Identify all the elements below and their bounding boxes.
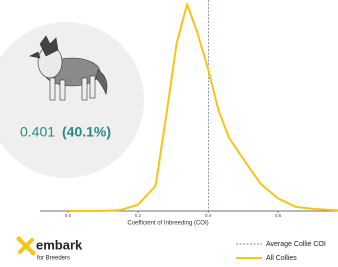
coi-percent: (40.1%) (62, 124, 111, 140)
screen: 0.401 (40.1%) Coefficient of Inbreeding … (0, 0, 338, 267)
legend-label: All Collies (266, 255, 297, 262)
brand-tagline: for Breeders (37, 256, 70, 262)
x-tick-label: 0.2 (135, 213, 142, 218)
x-tick-label: 0.4 (205, 213, 212, 218)
legend-label: Average Collie COI (266, 241, 326, 248)
x-tick-label: 0.6 (275, 213, 282, 218)
logo (17, 237, 36, 256)
avatar-circle (0, 22, 144, 178)
brand-name: embark (36, 237, 83, 252)
x-axis-label: Coefficient of Inbreeding (COI) (127, 221, 208, 227)
x-tick-label: 0.0 (65, 213, 72, 218)
coi-value: 0.401 (20, 124, 55, 140)
